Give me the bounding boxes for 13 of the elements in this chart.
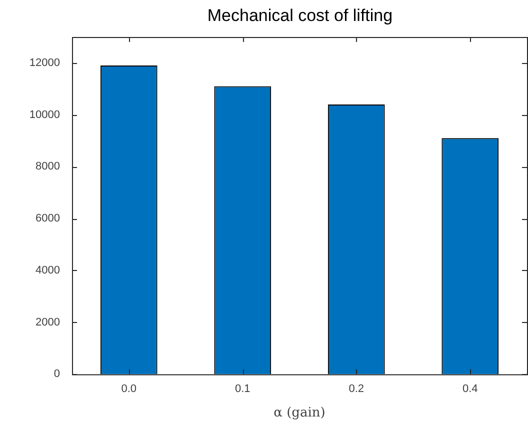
y-tick-label: 8000 — [36, 160, 60, 173]
x-tick-label: 0.4 — [462, 382, 478, 395]
x-axis-title: α (gain) — [274, 406, 326, 421]
y-tick-label: 2000 — [36, 316, 60, 328]
y-tick-label: 4000 — [36, 264, 60, 276]
x-tick-label: 0.2 — [348, 382, 364, 395]
x-tick-label: 0.1 — [234, 382, 250, 395]
y-tick-label: 0 — [54, 368, 60, 380]
x-tick-label: 0.0 — [121, 382, 137, 395]
y-tick-label: 10000 — [29, 108, 60, 121]
y-tick-label: 6000 — [36, 212, 60, 225]
chart-title: Mechanical cost of lifting — [206, 6, 394, 26]
y-tick-label: 12000 — [29, 56, 60, 69]
